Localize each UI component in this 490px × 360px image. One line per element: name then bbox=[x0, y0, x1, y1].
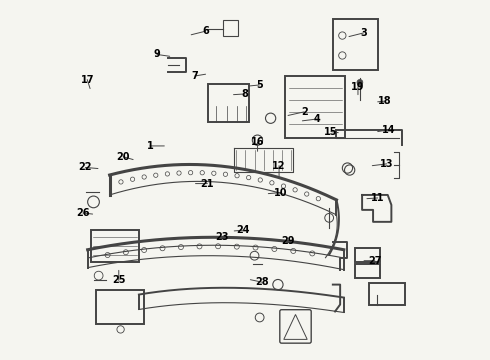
Text: 14: 14 bbox=[382, 125, 395, 135]
Bar bbox=[208, 84, 248, 122]
Text: 15: 15 bbox=[324, 127, 338, 136]
Bar bbox=[285, 76, 345, 138]
Text: 3: 3 bbox=[360, 28, 367, 38]
Bar bbox=[369, 283, 405, 305]
Text: 20: 20 bbox=[116, 152, 130, 162]
Text: 18: 18 bbox=[378, 96, 392, 106]
Text: 29: 29 bbox=[281, 236, 295, 246]
Text: 24: 24 bbox=[237, 225, 250, 235]
Text: 6: 6 bbox=[202, 26, 209, 36]
Text: 10: 10 bbox=[274, 188, 288, 198]
Text: 1: 1 bbox=[147, 141, 153, 151]
Text: 17: 17 bbox=[80, 75, 94, 85]
Text: 13: 13 bbox=[380, 159, 393, 169]
Text: 4: 4 bbox=[313, 114, 320, 124]
Text: 23: 23 bbox=[215, 232, 228, 242]
Text: 26: 26 bbox=[76, 208, 90, 218]
Text: 28: 28 bbox=[255, 277, 269, 287]
Text: 19: 19 bbox=[351, 82, 365, 92]
Bar bbox=[223, 20, 238, 36]
Text: 5: 5 bbox=[256, 80, 263, 90]
Circle shape bbox=[357, 80, 363, 85]
Text: 9: 9 bbox=[154, 49, 161, 59]
Text: 25: 25 bbox=[112, 275, 125, 285]
Text: 16: 16 bbox=[251, 138, 264, 147]
Text: 11: 11 bbox=[371, 193, 385, 203]
Bar bbox=[333, 19, 378, 71]
Text: 12: 12 bbox=[272, 161, 286, 171]
Text: 22: 22 bbox=[79, 162, 92, 172]
Bar bbox=[97, 289, 144, 324]
Bar bbox=[355, 248, 380, 262]
Text: 7: 7 bbox=[192, 71, 198, 81]
Bar bbox=[355, 264, 380, 278]
Text: 21: 21 bbox=[200, 179, 214, 189]
Text: 2: 2 bbox=[301, 107, 308, 117]
Text: 27: 27 bbox=[368, 256, 382, 266]
Text: 8: 8 bbox=[242, 89, 248, 99]
